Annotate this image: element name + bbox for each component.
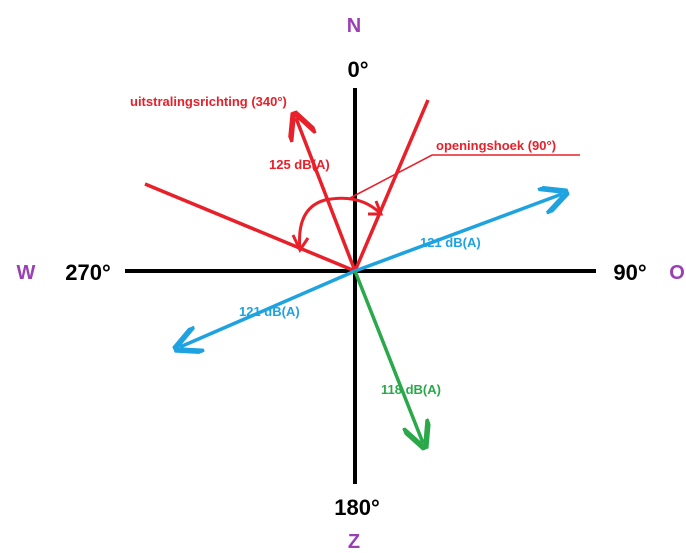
compass-east: O (669, 262, 685, 284)
degree-north: 0° (347, 57, 368, 82)
opening-arc-arrowhead-left (291, 234, 310, 254)
radiation-direction-label: uitstralingsrichting (340°) (130, 94, 287, 109)
compass-north: N (347, 15, 361, 37)
opening-arc-arrowhead-right (368, 200, 384, 216)
sound-level-125-label: 125 dB(A) (269, 157, 330, 172)
green-arrow (353, 270, 423, 443)
radiation-direction-arrow (296, 118, 357, 272)
compass-south: Z (348, 531, 360, 553)
opening-label-leader (349, 154, 580, 199)
opening-angle-label: openingshoek (90°) (436, 138, 556, 153)
compass-west: W (17, 262, 36, 284)
sound-level-121-ne-label: 121 dB(A) (420, 235, 481, 250)
sound-level-118-label: 118 dB(A) (381, 382, 441, 397)
opening-angle-arc (298, 196, 383, 251)
opening-left-edge (144, 182, 356, 273)
blue-arrow-sw (180, 269, 356, 347)
sound-level-121-sw-label: 121 dB(A) (239, 304, 300, 319)
opening-right-edge (353, 99, 430, 272)
degree-south: 180° (334, 495, 380, 520)
degree-west: 270° (65, 260, 111, 285)
degree-east: 90° (613, 260, 646, 285)
blue-arrow-ne (354, 194, 562, 273)
